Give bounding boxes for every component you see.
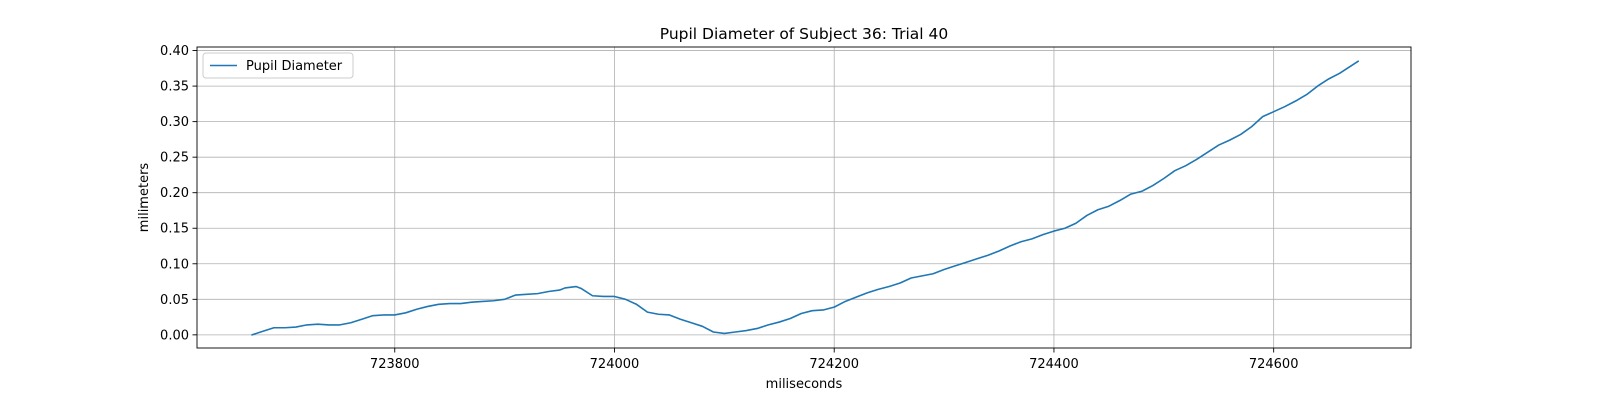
y-tick-label: 0.15 — [160, 222, 189, 237]
y-tick-label: 0.10 — [160, 257, 189, 272]
x-tick-label: 724200 — [809, 357, 859, 372]
x-tick-label: 723800 — [370, 357, 420, 372]
x-tick-label: 724400 — [1029, 357, 1079, 372]
y-tick-label: 0.35 — [160, 80, 189, 95]
y-tick-label: 0.40 — [160, 44, 189, 59]
x-tick-label: 724600 — [1249, 357, 1299, 372]
legend-label: Pupil Diameter — [246, 59, 343, 74]
y-tick-label: 0.25 — [160, 151, 189, 166]
series-line-pupil-diameter — [251, 60, 1360, 336]
plot-frame — [196, 46, 1412, 349]
y-axis-label: milimeters — [137, 163, 152, 233]
chart-title: Pupil Diameter of Subject 36: Trial 40 — [660, 25, 949, 43]
y-tick-label: 0.00 — [160, 328, 189, 343]
legend-box — [202, 52, 354, 79]
plot-area — [197, 47, 1411, 348]
x-axis-label: miliseconds — [766, 377, 843, 392]
y-tick-label: 0.20 — [160, 186, 189, 201]
x-tick-label: 724000 — [590, 357, 640, 372]
y-tick-label: 0.30 — [160, 115, 189, 130]
y-tick-label: 0.05 — [160, 293, 189, 308]
